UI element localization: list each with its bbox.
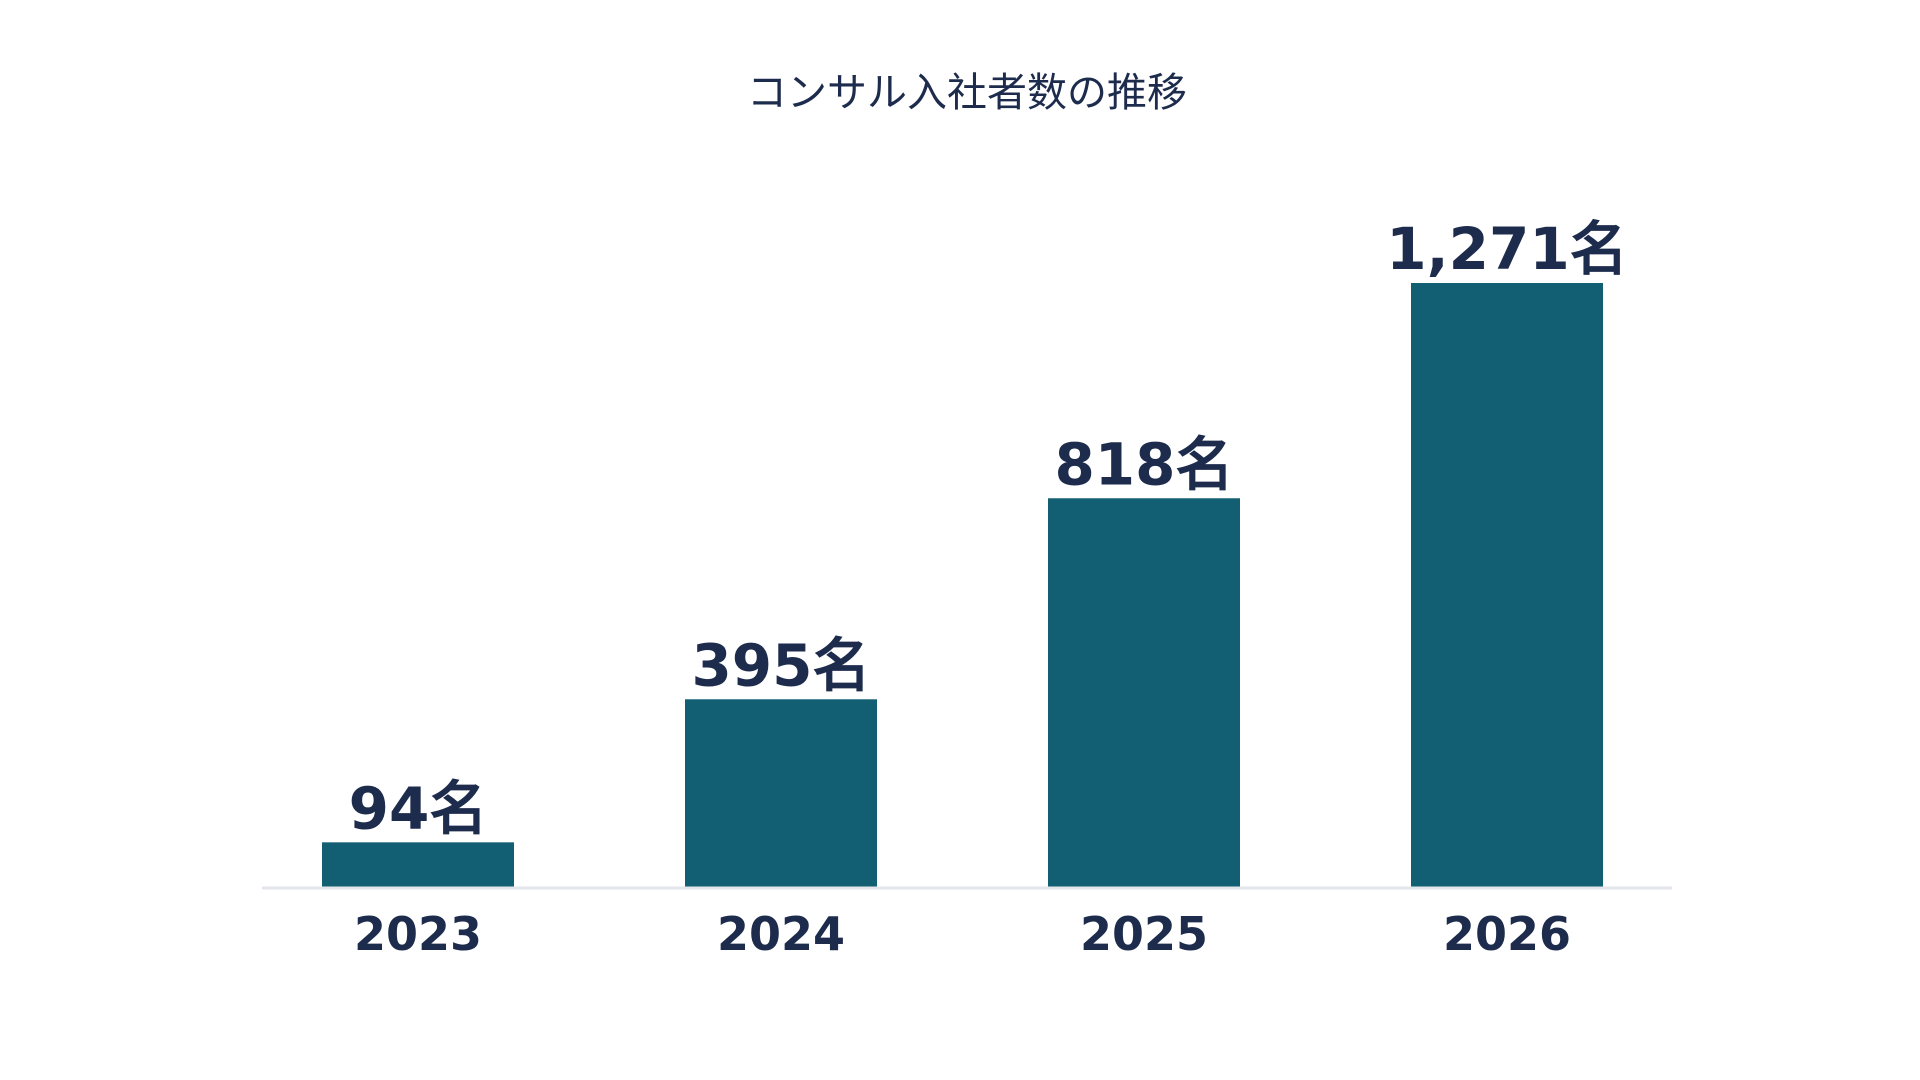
x-tick-label-2026: 2026 <box>1443 907 1571 961</box>
data-label-2024: 395名 <box>691 631 870 699</box>
data-labels-group: 94名 395名 818名 1,271名 <box>349 215 1628 842</box>
bar-2026 <box>1411 283 1603 887</box>
data-label-2025: 818名 <box>1054 430 1233 498</box>
x-tick-label-2024: 2024 <box>717 907 845 961</box>
x-tick-label-2023: 2023 <box>354 907 482 961</box>
x-tick-label-2025: 2025 <box>1080 907 1208 961</box>
bar-2025 <box>1048 498 1240 887</box>
chart-title: コンサル入社者数の推移 <box>747 70 1187 116</box>
x-tick-labels-group: 2023 2024 2025 2026 <box>354 907 1571 961</box>
bar-2023 <box>322 842 514 887</box>
data-label-2026: 1,271名 <box>1386 215 1627 283</box>
bar-2024 <box>685 699 877 887</box>
bars-group <box>322 283 1603 887</box>
data-label-2023: 94名 <box>349 774 488 842</box>
